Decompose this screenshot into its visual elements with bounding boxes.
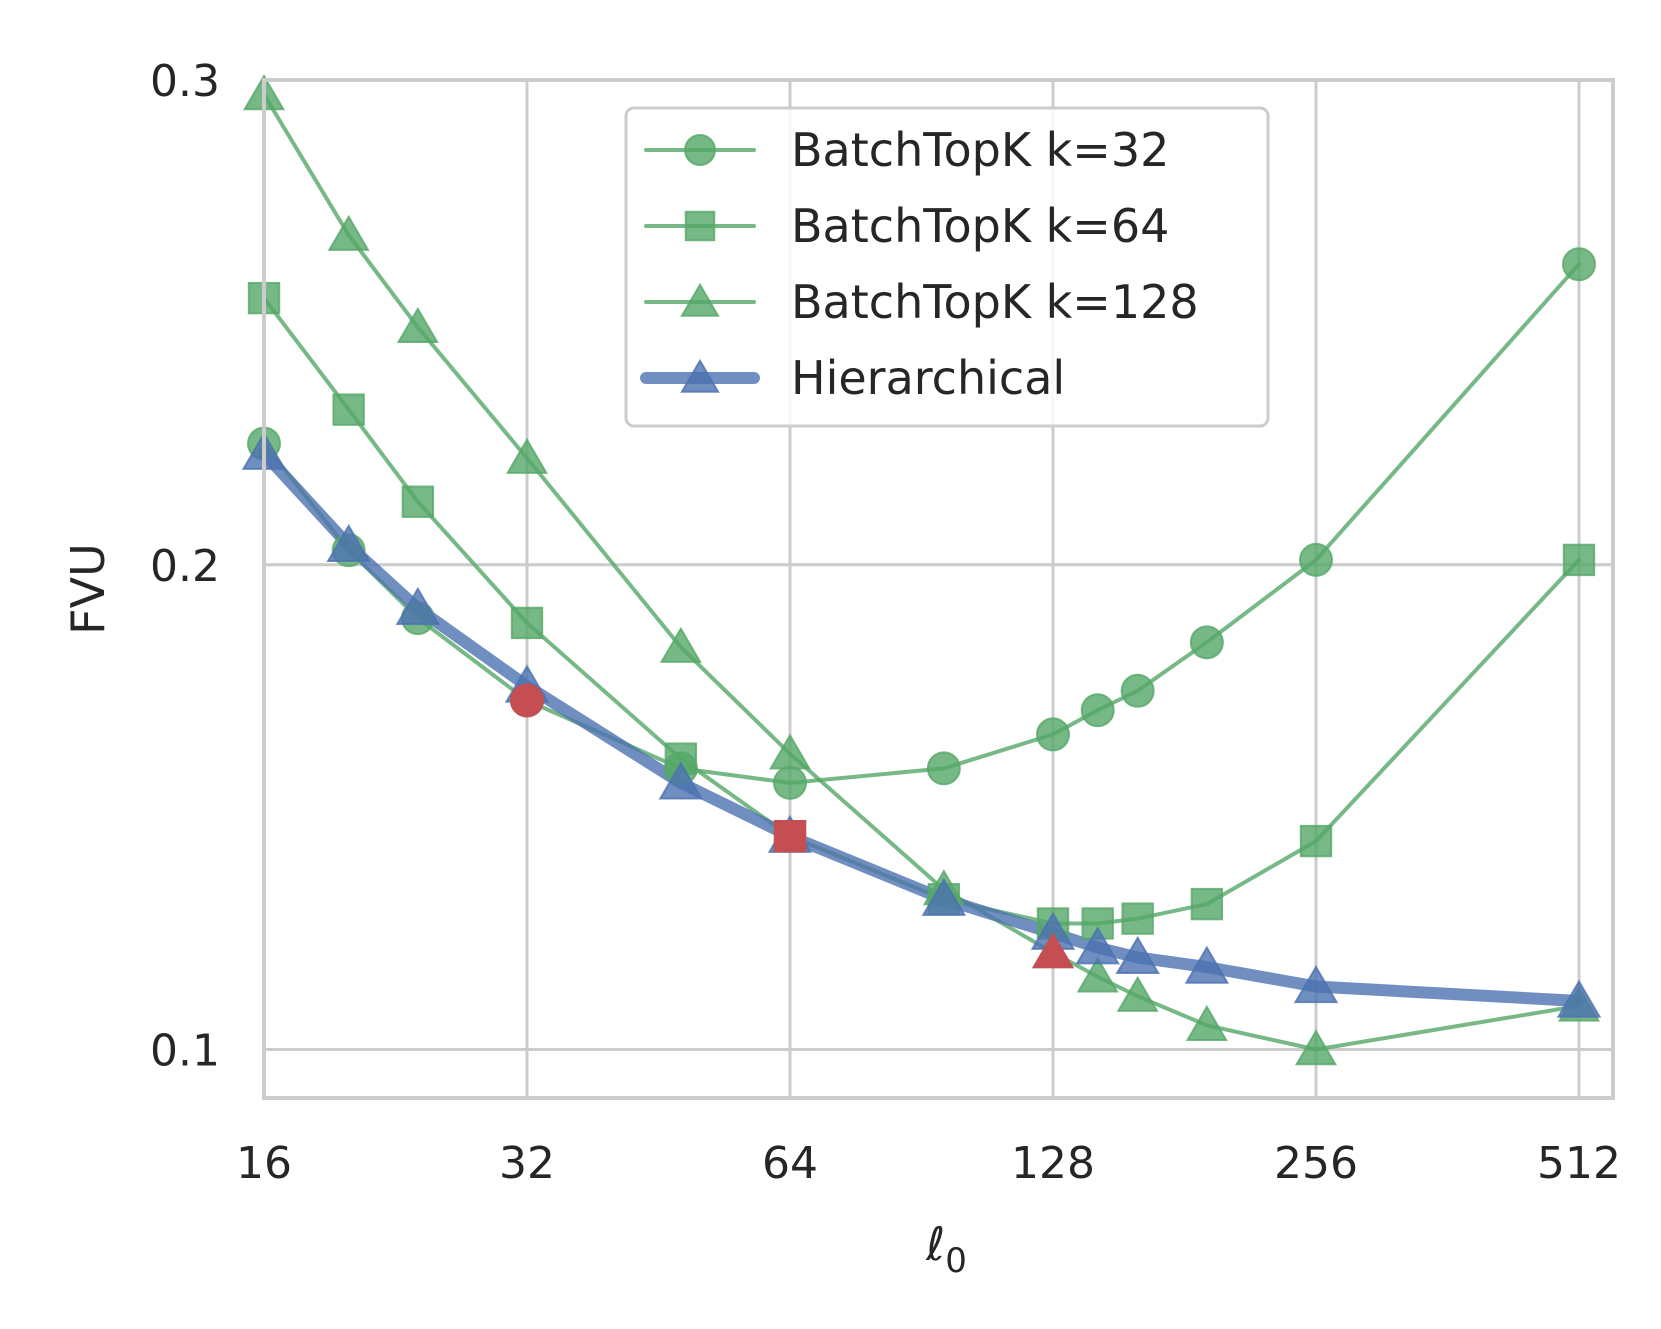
data-point-batchtopk-k-32 <box>926 751 961 786</box>
data-point-batchtopk-k-128 <box>1185 1004 1228 1042</box>
x-axis-label: ℓ0 <box>925 1217 967 1281</box>
data-point-hierarchical <box>1115 935 1160 975</box>
legend-label-batchtopk-k-128: BatchTopK k=128 <box>791 275 1199 329</box>
data-point-batchtopk-k-32 <box>772 765 807 800</box>
plot-frame <box>262 78 1615 1100</box>
data-point-batchtopk-k-128 <box>1076 956 1119 993</box>
data-point-hierarchical <box>1075 926 1120 965</box>
x-tick-label: 512 <box>1537 1138 1621 1189</box>
legend-item-batchtopk-k-128: BatchTopK k=128 <box>644 275 1199 329</box>
legend-marker-batchtopk-k-128 <box>680 282 720 317</box>
data-point-batchtopk-k-128 <box>768 733 812 770</box>
data-point-batchtopk-k-128 <box>659 626 702 663</box>
data-point-batchtopk-k-64 <box>332 393 365 426</box>
legend-box <box>624 106 1270 428</box>
x-tick-label: 64 <box>762 1138 818 1189</box>
data-point-hierarchical <box>1293 964 1339 1004</box>
data-point-batchtopk-k-32 <box>1080 693 1115 728</box>
data-point-batchtopk-k-64 <box>1299 824 1333 858</box>
data-point-batchtopk-k-128 <box>1116 975 1159 1012</box>
data-point-batchtopk-k-32 <box>1120 673 1155 708</box>
x-axis-label-base: ℓ <box>925 1217 945 1271</box>
legend-marker-batchtopk-k-32 <box>684 134 716 166</box>
data-point-batchtopk-k-32 <box>1561 247 1596 282</box>
x-tick-label: 16 <box>236 1138 292 1189</box>
legend-marker-hierarchical <box>680 358 720 393</box>
highlight-point-batchtopk-k-32 <box>509 683 544 718</box>
legend: BatchTopK k=32 BatchTopK k=64 BatchTopK k=… <box>624 106 1270 428</box>
data-point-batchtopk-k-64 <box>1190 887 1224 921</box>
data-point-batchtopk-k-64 <box>1562 543 1596 577</box>
data-point-hierarchical <box>1556 979 1602 1018</box>
highlight-markers <box>509 683 1075 969</box>
data-point-hierarchical <box>658 761 704 800</box>
y-tick-label: 0.1 <box>150 1026 220 1077</box>
x-tick-label: 32 <box>499 1138 555 1189</box>
data-point-batchtopk-k-64 <box>510 606 544 640</box>
data-point-hierarchical <box>326 523 371 563</box>
legend-item-batchtopk-k-32: BatchTopK k=32 <box>644 123 1169 177</box>
x-axis-label-subscript: 0 <box>945 1241 967 1281</box>
data-point-hierarchical <box>1184 945 1230 984</box>
data-point-batchtopk-k-32 <box>1189 625 1224 660</box>
legend-label-batchtopk-k-32: BatchTopK k=32 <box>791 123 1169 177</box>
x-tick-label: 128 <box>1011 1138 1095 1189</box>
data-point-batchtopk-k-32 <box>1035 717 1070 752</box>
data-point-batchtopk-k-128 <box>396 306 439 343</box>
data-point-batchtopk-k-128 <box>327 214 370 251</box>
data-point-hierarchical <box>921 877 967 916</box>
data-point-batchtopk-k-128 <box>1294 1029 1338 1066</box>
y-axis-label: FVU <box>61 543 115 635</box>
legend-label-batchtopk-k-64: BatchTopK k=64 <box>791 199 1169 253</box>
highlight-point-batchtopk-k-64 <box>773 820 807 853</box>
legend-item-batchtopk-k-64: BatchTopK k=64 <box>644 199 1169 253</box>
legend-item-hierarchical: Hierarchical <box>640 351 1065 405</box>
data-point-batchtopk-k-64 <box>1121 902 1154 935</box>
series-line-hierarchical <box>258 447 1585 1007</box>
tick-labels: 16 32 64 128 256 512 0.1 0.2 0.3 <box>150 56 1621 1189</box>
legend-marker-batchtopk-k-64 <box>684 210 716 242</box>
data-point-batchtopk-k-32 <box>1298 542 1333 577</box>
y-tick-label: 0.3 <box>150 56 220 107</box>
data-point-hierarchical <box>395 586 441 626</box>
legend-label-hierarchical: Hierarchical <box>791 351 1065 405</box>
x-tick-label: 256 <box>1274 1138 1358 1189</box>
highlight-point-batchtopk-k-128 <box>1031 932 1075 969</box>
y-tick-label: 0.2 <box>150 541 220 592</box>
data-point-batchtopk-k-128 <box>505 437 549 474</box>
data-point-batchtopk-k-64 <box>401 485 435 518</box>
